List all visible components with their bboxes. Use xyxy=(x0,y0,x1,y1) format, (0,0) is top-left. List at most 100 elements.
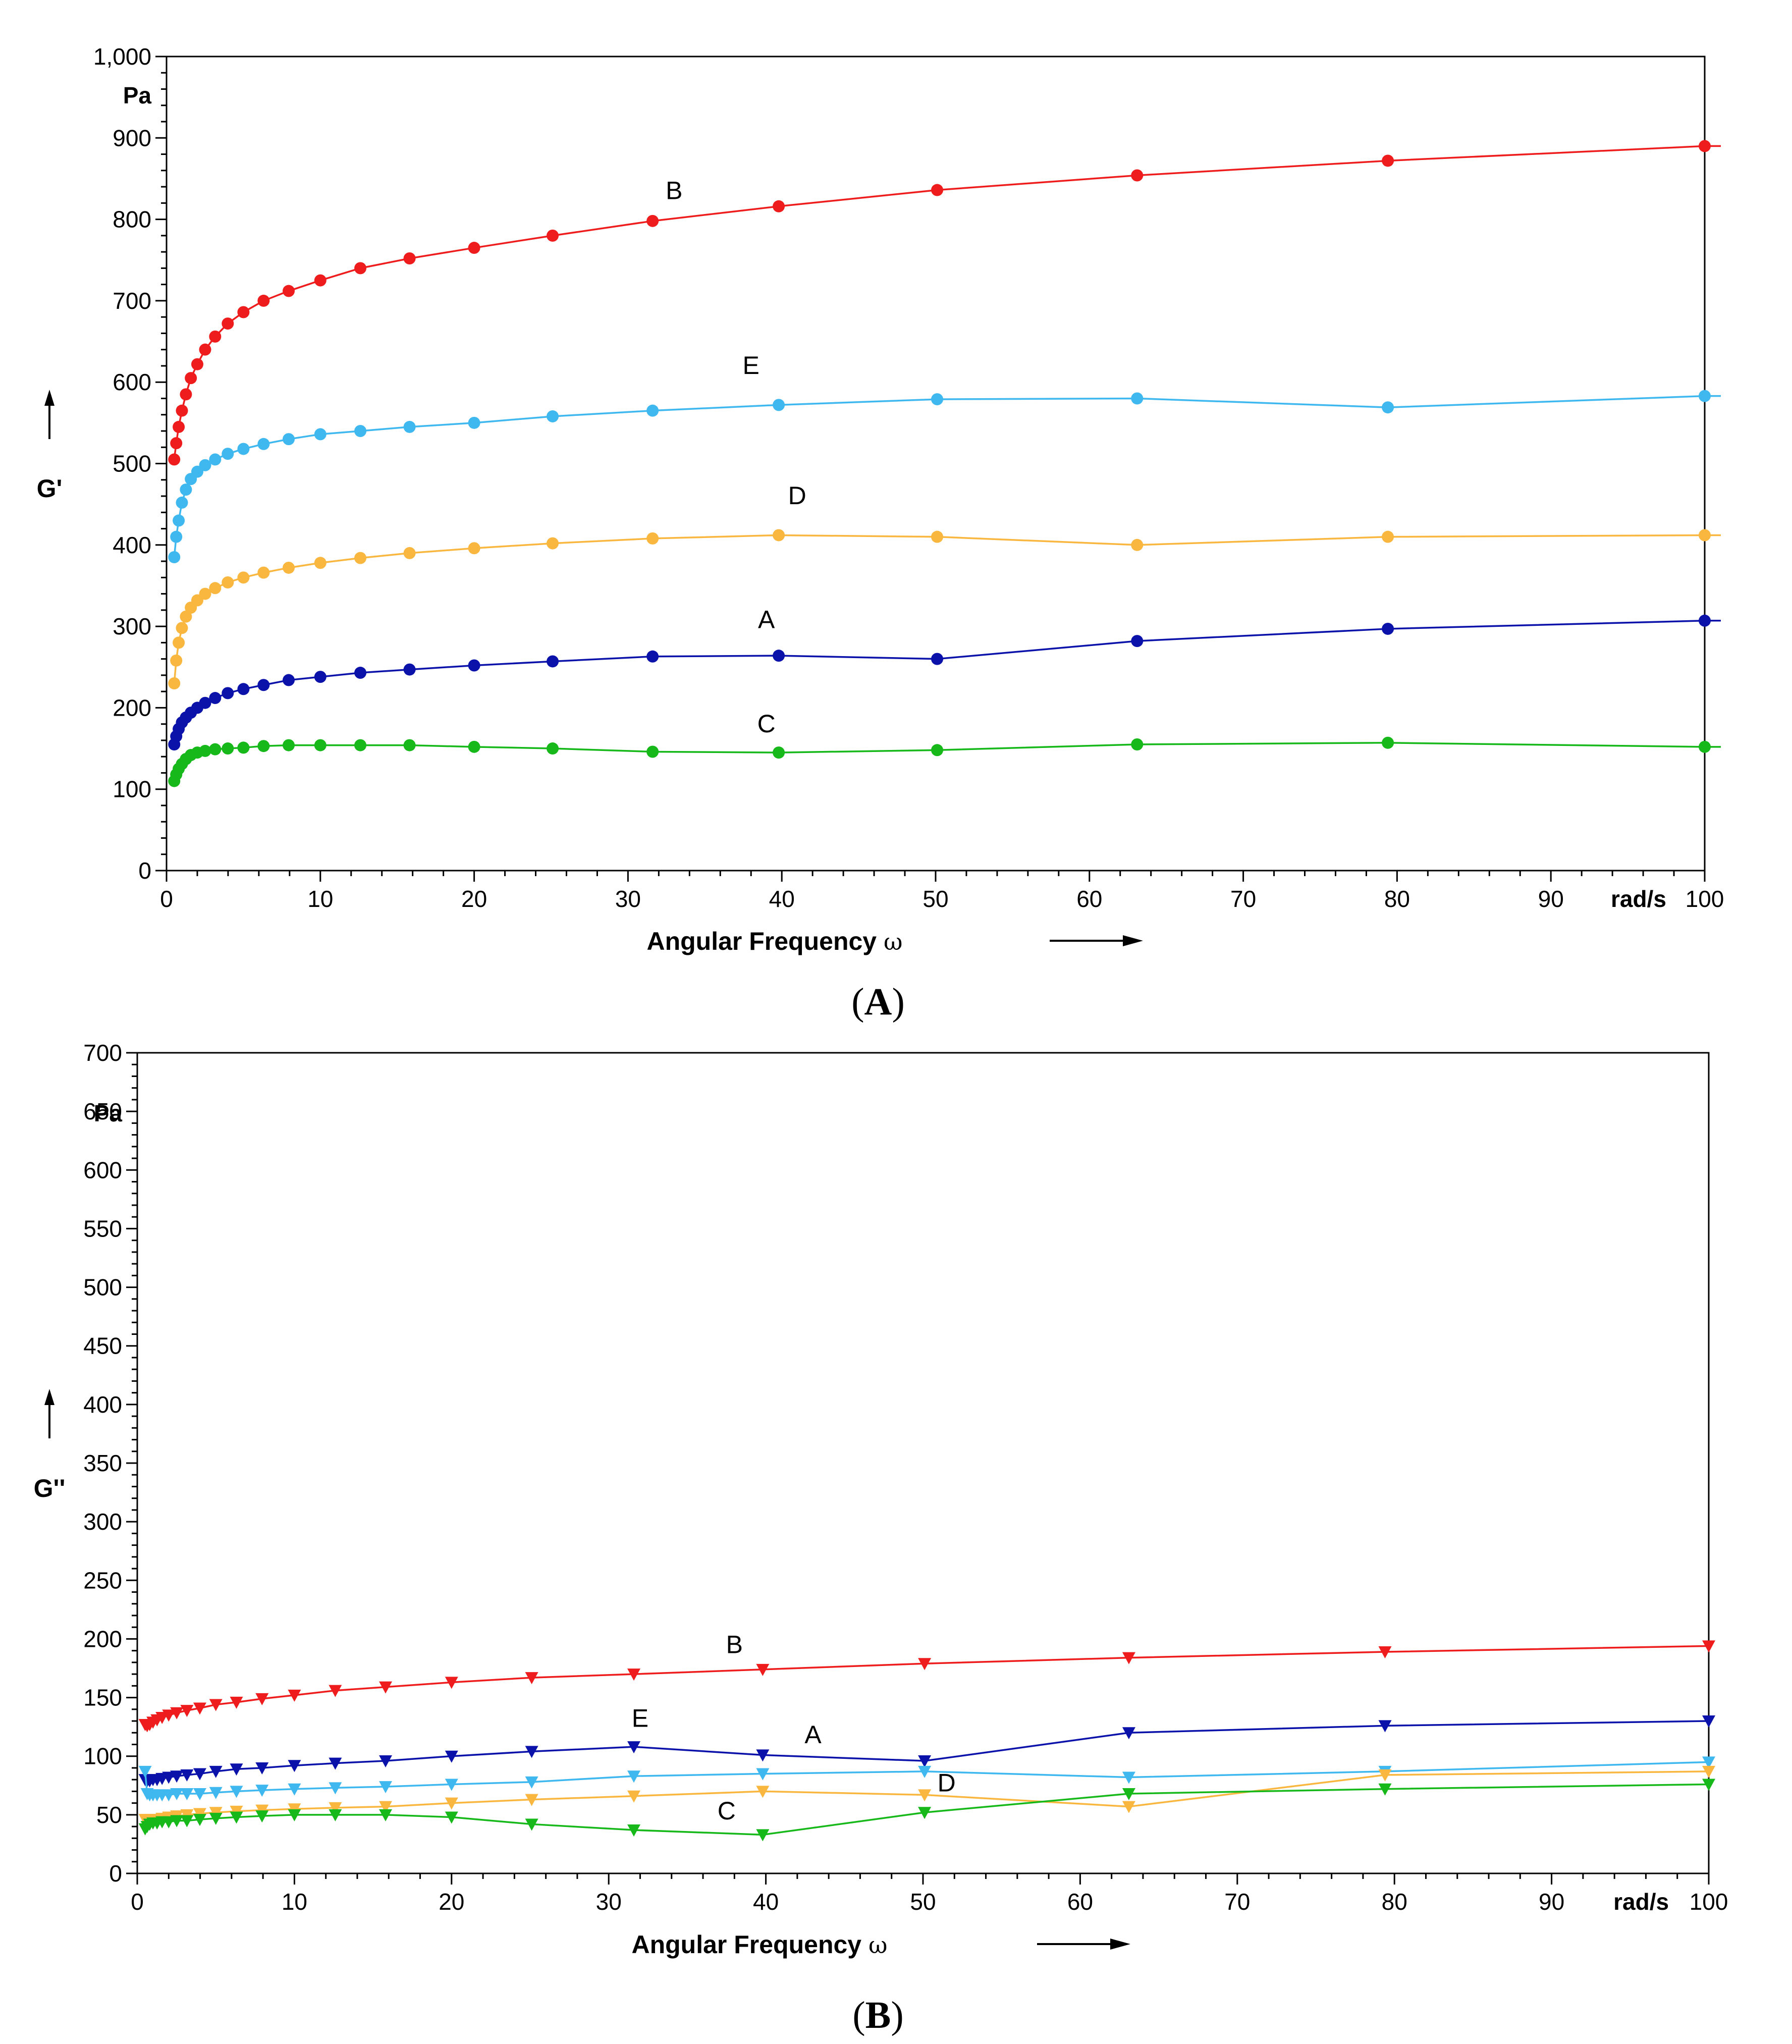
panel-b-series-a-label: A xyxy=(804,1720,822,1749)
panel-b-series-d-point xyxy=(627,1790,641,1803)
panel-b-series-a-point xyxy=(193,1768,206,1781)
panel-a-series-b-point xyxy=(257,294,270,307)
panel-b-series-b-point xyxy=(1702,1640,1715,1653)
panel-b-series-d-point xyxy=(525,1794,538,1806)
panel-a-series-e-point xyxy=(646,404,659,417)
panel-b-series-d-point xyxy=(1122,1801,1135,1813)
panel-b-y-tick-label: 500 xyxy=(83,1274,122,1301)
panel-a-series-c-point xyxy=(403,739,416,751)
panel-a-series-d-point xyxy=(403,547,416,559)
panel-a-y-tick-label: 900 xyxy=(113,125,151,151)
panel-a-y-tick-label: 300 xyxy=(113,613,151,639)
panel-b-series-c-point xyxy=(379,1809,393,1821)
panel-b-series-c-point xyxy=(445,1811,458,1824)
panel-b-series-a-point xyxy=(918,1755,932,1768)
panel-b-series-e-point xyxy=(445,1779,458,1791)
panel-a-x-tick-label: 90 xyxy=(1538,886,1564,912)
panel-b-series-a-point xyxy=(180,1769,194,1782)
panel-a-series-b-point xyxy=(237,306,250,318)
panel-b-series-c-label: C xyxy=(718,1797,736,1825)
panel-b-series-b-point xyxy=(162,1709,176,1722)
panel-a-series-d-point xyxy=(931,530,944,543)
panel-b-series-a-point xyxy=(1702,1715,1715,1728)
panel-a-series-a-point xyxy=(403,663,416,676)
panel-b-series-e-point xyxy=(329,1782,342,1795)
panel-b-series-a-point xyxy=(162,1771,176,1784)
panel-a-series-e-point xyxy=(176,496,188,509)
panel-b-series-b: B xyxy=(138,1630,1715,1733)
panel-a-x-tick-label: 60 xyxy=(1076,886,1102,912)
panel-a-series-b-point xyxy=(173,420,185,433)
panel-b-series-e-point xyxy=(627,1770,641,1783)
panel-b-series-e-point xyxy=(1702,1756,1715,1769)
panel-b-series-c-point xyxy=(1378,1783,1392,1796)
panel-b-series-b-point xyxy=(288,1689,301,1702)
panel-a-series-e-point xyxy=(283,433,295,446)
panel-b-y-tick-label: 550 xyxy=(83,1215,122,1242)
panel-a-series-b-point xyxy=(185,372,197,385)
panel-a-series-b-point xyxy=(773,200,785,212)
panel-a-series-b-point xyxy=(1131,169,1144,182)
panel-a-series-a-point xyxy=(257,679,270,691)
panel-a-series-e-point xyxy=(314,428,327,441)
panel-b-series-d-point xyxy=(445,1797,458,1810)
panel-a-x-tick-label: 50 xyxy=(922,886,948,912)
panel-b-series-b-point xyxy=(379,1681,393,1694)
panel-a-series-e-point xyxy=(354,424,367,437)
panel-a-x-tick-label: 80 xyxy=(1384,886,1410,912)
panel-a-x-unit-label: rad/s xyxy=(1611,886,1666,912)
panel-b-x-tick-label: 50 xyxy=(910,1889,936,1915)
panel-a-series-a-point xyxy=(773,650,785,662)
panel-a-series-d-point xyxy=(547,537,559,550)
panel-a-x-axis-title-text: Angular Frequency xyxy=(646,927,884,955)
panel-b-series-b-point xyxy=(918,1658,932,1671)
panel-a-series-e-point xyxy=(773,399,785,411)
panel-b-series-d-point xyxy=(329,1802,342,1814)
panel-b-series-b-point xyxy=(1378,1646,1392,1658)
panel-b-x-tick-label: 60 xyxy=(1067,1889,1093,1915)
panel-b-x-tick-label: 0 xyxy=(131,1889,144,1915)
panel-b-series-b-point xyxy=(209,1699,223,1711)
panel-a-series-b-point xyxy=(180,388,192,401)
panel-a-series-e-line xyxy=(173,395,1721,558)
panel-b-x-tick-label: 100 xyxy=(1690,1889,1728,1915)
panel-b-y-axis-title: G'' xyxy=(34,1474,66,1502)
panel-a-series-a-point xyxy=(199,696,211,709)
panel-b-series-e-point xyxy=(138,1765,152,1778)
panel-a-series-a-point xyxy=(547,655,559,668)
panel-a-series-c-point xyxy=(547,742,559,755)
panel-b-series-b-point xyxy=(230,1696,243,1709)
panel-a-series-d-label: D xyxy=(788,481,806,510)
panel-a-series-c-point xyxy=(222,742,234,755)
panel-a-x-tick-label: 70 xyxy=(1230,886,1256,912)
panel-a-series-d-point xyxy=(1699,529,1711,542)
panel-b-series-c-point xyxy=(329,1809,342,1821)
panel-b-series-b-line xyxy=(144,1645,1709,1727)
panel-a-series-a-point xyxy=(1382,622,1394,635)
panel-b-series-d: D xyxy=(138,1765,1715,1826)
panel-b-y-tick-label: 300 xyxy=(83,1509,122,1535)
panel-a-series-e-point xyxy=(209,453,222,466)
panel-a-series-a-point xyxy=(354,667,367,679)
panel-b-series-e-point xyxy=(170,1788,184,1801)
panel-a-series-c-point xyxy=(199,744,211,757)
panel-a-series-e-point xyxy=(257,438,270,450)
panel-a-y-tick-label: 200 xyxy=(113,694,151,721)
panel-b-series-a-point xyxy=(379,1755,393,1768)
panel-b-y-arrowhead-icon xyxy=(44,1389,55,1405)
panel-b-x-tick-label: 10 xyxy=(282,1889,307,1915)
panel-a-series-b: B xyxy=(168,140,1721,466)
panel-b-y-tick-label: 200 xyxy=(83,1626,122,1652)
panel-b-x-tick-label: 30 xyxy=(596,1889,622,1915)
panel-b-x-unit-label: rad/s xyxy=(1613,1889,1669,1915)
panel-b-series-a-point xyxy=(230,1763,243,1776)
panel-b-series-e-point xyxy=(379,1781,393,1794)
panel-a-series-e-point xyxy=(168,551,181,563)
panel-a-series-a-point xyxy=(1699,614,1711,627)
panel-b-series-e-point xyxy=(918,1765,932,1778)
panel-b-series-e-point xyxy=(255,1785,269,1797)
panel-a-series-e-point xyxy=(1131,392,1144,405)
panel-a-series-d-point xyxy=(199,587,211,600)
panel-a-y-tick-label: 800 xyxy=(113,206,151,233)
panel-b-series-a-point xyxy=(445,1750,458,1763)
